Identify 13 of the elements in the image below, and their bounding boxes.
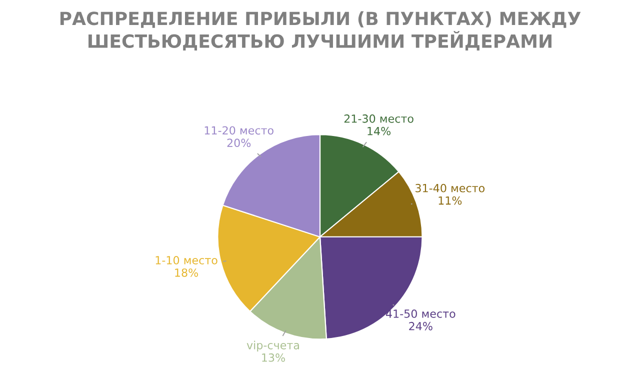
data-label: 14% xyxy=(368,126,391,136)
data-label: 18% xyxy=(175,268,198,277)
slice-label: 31-40 место xyxy=(416,184,485,192)
data-label: 24% xyxy=(409,322,432,330)
slice-label: vip-счета xyxy=(246,340,299,352)
slice-label: 21-30 место xyxy=(344,114,414,123)
slice-label: 11-20 место xyxy=(204,126,274,135)
data-label: 20% xyxy=(227,138,251,148)
data-label: 13% xyxy=(262,353,285,362)
chart-title: РАСПРЕДЕЛЕНИЕ ПРИБЫЛИ (В ПУНКТАХ) МЕЖДУ ШЕСТЬЮДЕСЯТЬЮ ЛУЧШИМИ ТРЕЙДЕРАМИ xyxy=(60,11,581,51)
data-label: 11% xyxy=(438,196,462,205)
slice-label: 41-50 место xyxy=(386,309,456,318)
slice-label: 1-10 место xyxy=(156,256,218,264)
